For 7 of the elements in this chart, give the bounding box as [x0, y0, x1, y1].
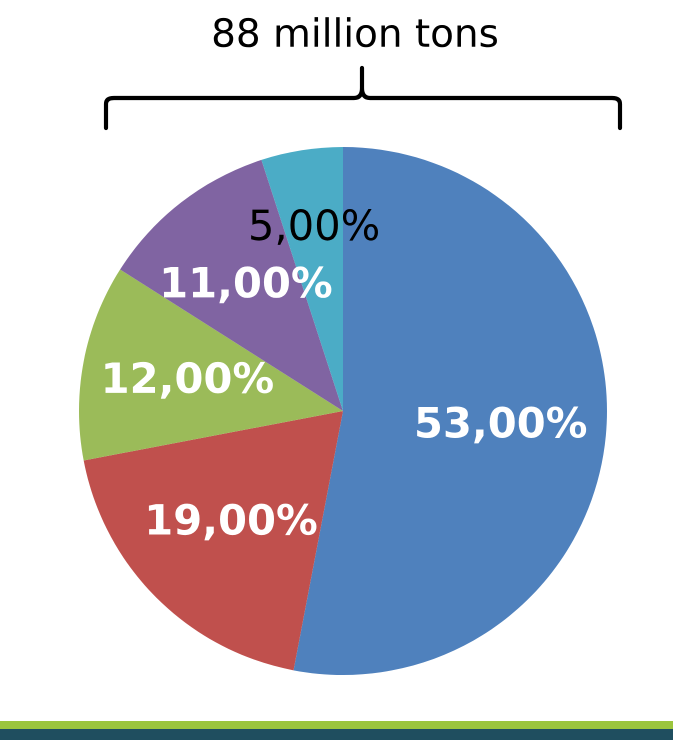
pie-slice — [84, 411, 343, 670]
chart-title: 88 million tons — [214, 17, 497, 48]
data-label: 5,00% — [251, 209, 378, 245]
data-label: 53,00% — [417, 406, 586, 444]
data-label: 19,00% — [148, 504, 316, 540]
data-label: 11,00% — [164, 266, 332, 304]
data-label: 12,00% — [105, 362, 273, 399]
